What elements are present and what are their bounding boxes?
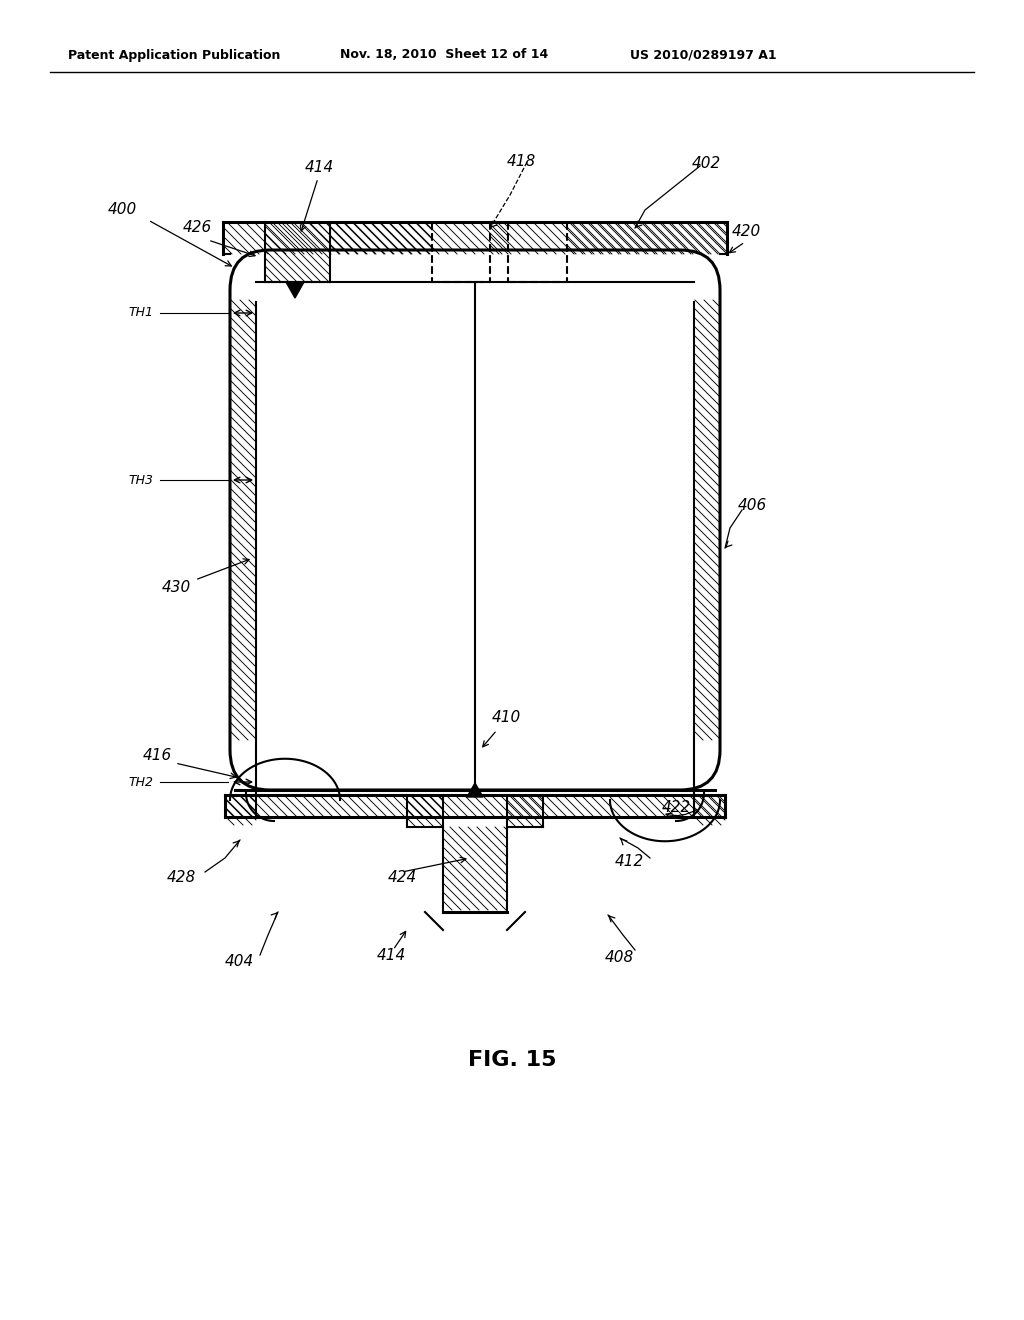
- Polygon shape: [467, 783, 483, 797]
- Text: 422: 422: [662, 800, 691, 816]
- Text: 400: 400: [108, 202, 137, 218]
- Text: 418: 418: [507, 154, 537, 169]
- Text: 412: 412: [615, 854, 644, 870]
- Text: TH1: TH1: [128, 306, 153, 319]
- Text: 424: 424: [388, 870, 417, 886]
- Text: 416: 416: [143, 747, 172, 763]
- Text: Nov. 18, 2010  Sheet 12 of 14: Nov. 18, 2010 Sheet 12 of 14: [340, 49, 548, 62]
- Text: Patent Application Publication: Patent Application Publication: [68, 49, 281, 62]
- Text: 426: 426: [183, 220, 212, 235]
- Text: FIG. 15: FIG. 15: [468, 1049, 556, 1071]
- Text: 428: 428: [167, 870, 197, 886]
- Polygon shape: [286, 282, 304, 298]
- Text: 414: 414: [377, 948, 407, 962]
- FancyBboxPatch shape: [230, 249, 720, 789]
- Text: 408: 408: [605, 950, 634, 965]
- Text: 430: 430: [162, 581, 191, 595]
- Text: 402: 402: [692, 156, 721, 170]
- Text: TH2: TH2: [128, 776, 153, 788]
- Text: TH3: TH3: [128, 474, 153, 487]
- Text: 410: 410: [492, 710, 521, 726]
- Text: US 2010/0289197 A1: US 2010/0289197 A1: [630, 49, 776, 62]
- Text: 404: 404: [225, 954, 254, 969]
- Text: 414: 414: [305, 161, 334, 176]
- Text: 406: 406: [738, 498, 767, 512]
- Text: 420: 420: [732, 224, 761, 239]
